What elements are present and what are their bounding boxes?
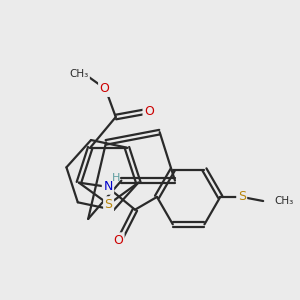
Text: S: S — [105, 198, 112, 211]
Text: CH₃: CH₃ — [69, 69, 88, 79]
Text: O: O — [100, 82, 110, 95]
Text: N: N — [103, 180, 113, 193]
Text: S: S — [238, 190, 246, 203]
Text: O: O — [113, 234, 123, 247]
Text: H: H — [111, 172, 120, 182]
Text: O: O — [144, 105, 154, 119]
Text: CH₃: CH₃ — [274, 196, 294, 206]
